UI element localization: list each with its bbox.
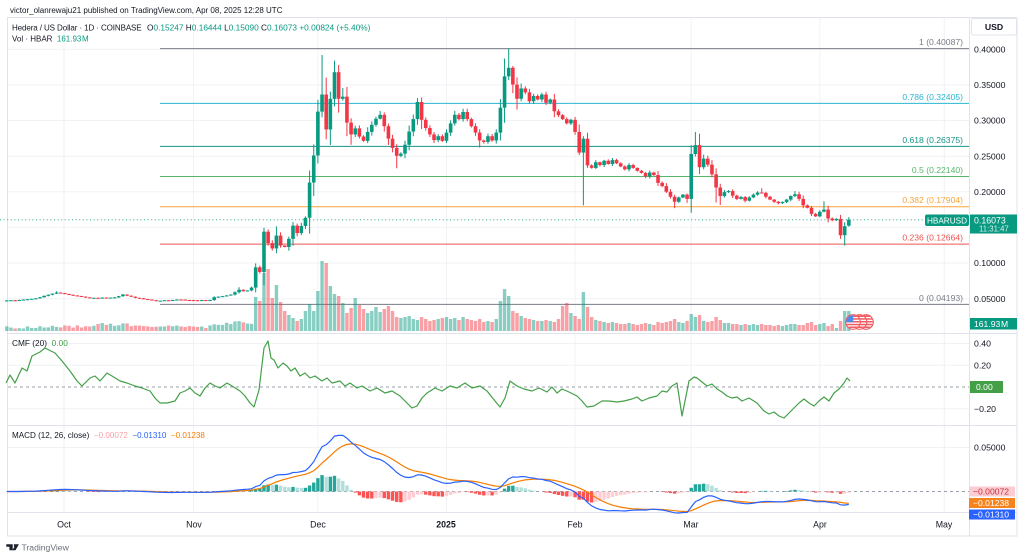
svg-text:0.20: 0.20 [974,360,991,370]
svg-text:11:31:47: 11:31:47 [979,225,1009,234]
svg-text:161.93 M: 161.93 M [974,319,1008,329]
svg-text:0.00: 0.00 [976,382,993,392]
svg-text:2025: 2025 [436,520,456,530]
svg-text:−0.01310: −0.01310 [973,510,1009,520]
svg-text:Apr: Apr [813,520,827,530]
svg-text:0.20000: 0.20000 [974,187,1006,197]
svg-text:victor_olanrewaju21 published: victor_olanrewaju21 published on Trading… [10,6,283,15]
svg-text:Vol · HBAR 161.93 M: Vol · HBAR 161.93 M [12,35,89,44]
svg-text:0.30000: 0.30000 [974,116,1006,126]
svg-text:0.05000: 0.05000 [974,294,1006,304]
svg-text:1 (0.40087): 1 (0.40087) [919,37,963,47]
svg-text:Mar: Mar [683,520,698,530]
svg-text:TradingView: TradingView [22,542,70,552]
svg-text:O0.15247 H0.16444 L0.15090 C0.: O0.15247 H0.16444 L0.15090 C0.16073 +0.0… [147,23,371,33]
svg-text:Nov: Nov [186,520,202,530]
svg-text:0.236 (0.12664): 0.236 (0.12664) [902,233,963,243]
svg-text:0.05000: 0.05000 [974,443,1006,453]
svg-text:0 (0.04193): 0 (0.04193) [919,293,963,303]
svg-text:−0.20: −0.20 [974,404,996,414]
svg-text:HBARUSD: HBARUSD [927,216,967,225]
svg-text:0.382 (0.17904): 0.382 (0.17904) [902,195,963,205]
svg-text:0.5 (0.22140): 0.5 (0.22140) [912,165,963,175]
svg-text:MACD (12, 26, close) −0.00072: MACD (12, 26, close) −0.00072 −0.01310 −… [12,431,205,440]
svg-text:0.25000: 0.25000 [974,151,1006,161]
svg-text:0.40: 0.40 [974,339,991,349]
svg-text:Feb: Feb [567,520,582,530]
svg-text:Oct: Oct [57,520,71,530]
svg-text:−0.01238: −0.01238 [973,498,1009,508]
svg-text:Dec: Dec [310,520,326,530]
svg-text:−0.00072: −0.00072 [973,487,1009,497]
svg-text:0.786 (0.32405): 0.786 (0.32405) [902,92,963,102]
svg-text:USD: USD [985,22,1003,32]
svg-text:0.16073: 0.16073 [974,215,1006,225]
svg-text:CMF (20) 0.00: CMF (20) 0.00 [12,338,68,348]
svg-text:0.35000: 0.35000 [974,80,1006,90]
svg-text:May: May [936,520,953,530]
svg-text:0.40000: 0.40000 [974,45,1006,55]
svg-text:0.10000: 0.10000 [974,258,1006,268]
svg-text:Hedera / US Dollar · 1D · COIN: Hedera / US Dollar · 1D · COINBASE [12,24,142,33]
svg-text:0.618 (0.26375): 0.618 (0.26375) [902,135,963,145]
